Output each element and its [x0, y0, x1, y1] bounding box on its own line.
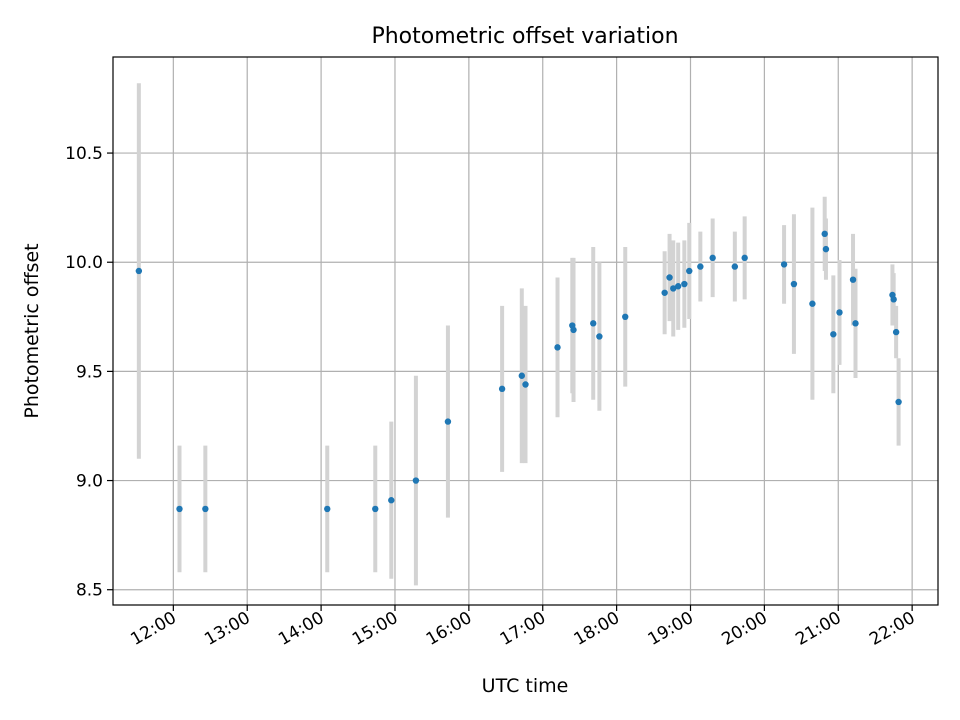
data-point — [895, 398, 902, 406]
data-point — [324, 505, 331, 513]
data-point — [661, 289, 668, 296]
data-point — [731, 263, 739, 270]
data-point — [741, 254, 748, 262]
data-point — [666, 274, 673, 281]
data-point — [176, 505, 183, 513]
data-point — [135, 267, 143, 275]
data-point — [444, 418, 452, 425]
data-point — [686, 267, 693, 275]
y-tick-label: 10.5 — [65, 144, 103, 164]
data-point — [790, 280, 798, 288]
data-point — [670, 285, 677, 292]
data-point — [709, 254, 716, 262]
data-point — [622, 313, 629, 321]
data-point — [590, 320, 597, 327]
data-point — [780, 261, 788, 268]
data-point — [388, 497, 395, 504]
data-point — [836, 309, 843, 316]
point-layer — [135, 230, 902, 513]
data-point — [822, 245, 830, 253]
data-point — [596, 333, 603, 340]
y-tick-label: 8.5 — [76, 581, 103, 601]
data-point — [202, 505, 209, 513]
data-point — [809, 300, 816, 307]
data-point — [681, 280, 688, 288]
data-point — [674, 283, 682, 290]
data-point — [697, 263, 704, 270]
data-point — [852, 320, 859, 327]
y-tick-label: 9.5 — [76, 362, 103, 382]
data-point — [372, 505, 379, 513]
chart-title: Photometric offset variation — [371, 24, 678, 49]
data-point — [890, 296, 897, 303]
data-point — [522, 381, 529, 388]
y-tick-label: 9.0 — [76, 472, 103, 492]
data-point — [849, 276, 857, 283]
x-axis-label: UTC time — [482, 675, 569, 697]
data-point — [518, 372, 526, 379]
data-point — [821, 230, 828, 238]
data-point — [412, 477, 420, 484]
y-tick-label: 10.0 — [65, 253, 103, 273]
data-point — [498, 385, 506, 393]
y-axis-label: Photometric offset — [21, 243, 43, 418]
data-point — [570, 326, 577, 334]
data-point — [892, 328, 900, 336]
data-point — [554, 344, 561, 351]
data-point — [830, 331, 837, 338]
plot-area-frame — [112, 56, 939, 606]
